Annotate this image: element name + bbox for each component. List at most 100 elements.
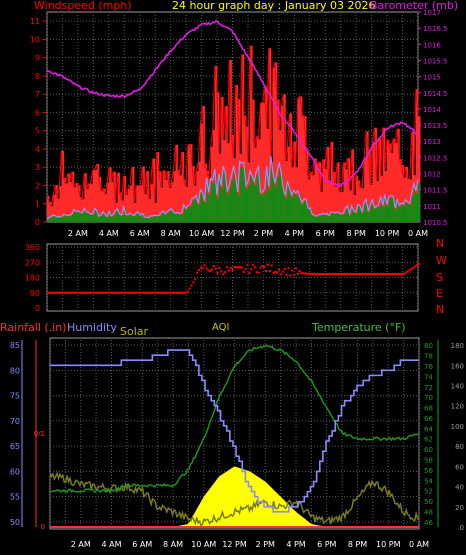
windspeed-bar bbox=[216, 92, 220, 223]
time-tick-label: 10 PM bbox=[375, 229, 400, 238]
wind-direction-point bbox=[50, 291, 53, 294]
wind-direction-point bbox=[248, 272, 251, 275]
wind-direction-point bbox=[214, 267, 217, 270]
temperature-tick-label: 56 bbox=[424, 467, 433, 475]
wind-direction-point bbox=[142, 291, 145, 294]
wind-direction-point bbox=[183, 291, 186, 294]
wind-direction-point bbox=[112, 291, 115, 294]
windspeed-bar bbox=[252, 99, 255, 222]
wind-direction-point bbox=[386, 273, 389, 276]
average-bar bbox=[156, 216, 160, 222]
average-bar bbox=[279, 167, 282, 222]
average-bar bbox=[333, 212, 336, 222]
wind-direction-point bbox=[240, 266, 243, 269]
solar-tick-label: 120 bbox=[451, 403, 464, 411]
wind-direction-point bbox=[138, 291, 141, 294]
average-bar bbox=[208, 195, 212, 222]
wind-direction-point bbox=[97, 291, 100, 294]
average-bar bbox=[401, 204, 404, 222]
wind-direction-point bbox=[134, 291, 137, 294]
wind-direction-point bbox=[272, 271, 275, 274]
barometer-tick-label: 1017 bbox=[423, 9, 441, 17]
barometer-tick-label: 1011 bbox=[423, 203, 441, 211]
average-bar bbox=[146, 217, 149, 222]
windspeed-bar bbox=[364, 157, 367, 222]
windspeed-bar bbox=[345, 169, 348, 222]
wind-direction-point bbox=[115, 291, 118, 294]
windspeed-bar bbox=[405, 166, 409, 222]
average-bar bbox=[256, 175, 259, 222]
average-bar bbox=[123, 208, 127, 222]
windspeed-bar bbox=[357, 180, 361, 222]
barometer-tick-label: 1013.5 bbox=[423, 122, 448, 130]
windspeed-bar bbox=[73, 187, 77, 222]
windspeed-bar bbox=[401, 164, 404, 222]
average-bar bbox=[248, 185, 251, 222]
average-bar bbox=[59, 217, 62, 222]
wind-direction-point bbox=[322, 273, 325, 276]
time-tick-label: 4 PM bbox=[285, 229, 304, 238]
average-bar bbox=[148, 218, 152, 222]
average-bar bbox=[221, 188, 224, 222]
wind-direction-point bbox=[309, 273, 312, 276]
average-bar bbox=[245, 188, 249, 222]
wind-direction-point bbox=[168, 291, 171, 294]
wind-direction-point bbox=[212, 264, 215, 267]
average-bar bbox=[272, 177, 276, 222]
windspeed-bar bbox=[335, 186, 338, 222]
average-bar bbox=[393, 198, 396, 222]
temperature-tick-label: 48 bbox=[424, 508, 433, 516]
wind-direction-point bbox=[291, 269, 294, 272]
average-bar bbox=[65, 215, 69, 222]
windspeed-bar bbox=[231, 134, 234, 222]
wind-direction-point bbox=[369, 273, 372, 276]
windspeed-bar bbox=[200, 124, 203, 222]
windspeed-bar bbox=[117, 172, 120, 222]
windspeed-bar bbox=[119, 192, 123, 222]
wind-direction-point bbox=[268, 270, 271, 273]
temperature-tick-label: 78 bbox=[424, 353, 433, 361]
windspeed-bar bbox=[183, 179, 187, 222]
windspeed-tick-label: 6 bbox=[35, 108, 40, 117]
solar-area bbox=[50, 466, 419, 527]
average-bar bbox=[160, 213, 164, 222]
windspeed-bar bbox=[318, 162, 321, 222]
wind-direction-point bbox=[399, 273, 402, 276]
time-tick-label: 4 PM bbox=[286, 540, 305, 549]
wind-direction-point bbox=[102, 291, 105, 294]
wind-direction-point bbox=[129, 291, 132, 294]
wind-direction-point bbox=[347, 273, 350, 276]
wind-direction-point bbox=[216, 271, 219, 274]
wind-direction-point bbox=[300, 272, 303, 275]
wind-direction-point bbox=[294, 267, 297, 270]
windspeed-bar bbox=[409, 179, 413, 222]
windspeed-bar bbox=[339, 191, 342, 222]
wind-direction-point bbox=[86, 291, 89, 294]
wind-direction-point bbox=[231, 269, 234, 272]
windspeed-bar bbox=[382, 127, 386, 222]
windspeed-bar bbox=[65, 183, 69, 222]
solar-tick-label: 140 bbox=[451, 382, 464, 390]
average-bar bbox=[219, 178, 222, 222]
average-bar bbox=[318, 215, 321, 222]
average-bar bbox=[210, 182, 214, 222]
windspeed-bar bbox=[386, 139, 390, 222]
windspeed-bar bbox=[370, 184, 373, 222]
wind-direction-point bbox=[198, 269, 201, 272]
average-bar bbox=[254, 185, 257, 222]
average-bar bbox=[163, 211, 166, 222]
bottom-chart: Rainfall (.in) Humidity Solar AQI Temper… bbox=[0, 321, 464, 549]
windspeed-bar bbox=[368, 149, 371, 222]
average-bar bbox=[96, 211, 100, 222]
wind-direction-point bbox=[263, 266, 266, 269]
wind-direction-point bbox=[390, 273, 393, 276]
wind-direction-point bbox=[153, 291, 156, 294]
windspeed-bar bbox=[125, 194, 129, 222]
temperature-tick-label: 58 bbox=[424, 456, 433, 464]
wind-direction-point bbox=[319, 273, 322, 276]
windspeed-bar bbox=[264, 86, 268, 223]
wind-direction-point bbox=[155, 291, 158, 294]
wind-direction-point bbox=[391, 273, 394, 276]
compass-label: N bbox=[436, 237, 444, 250]
wind-direction-point bbox=[99, 291, 102, 294]
